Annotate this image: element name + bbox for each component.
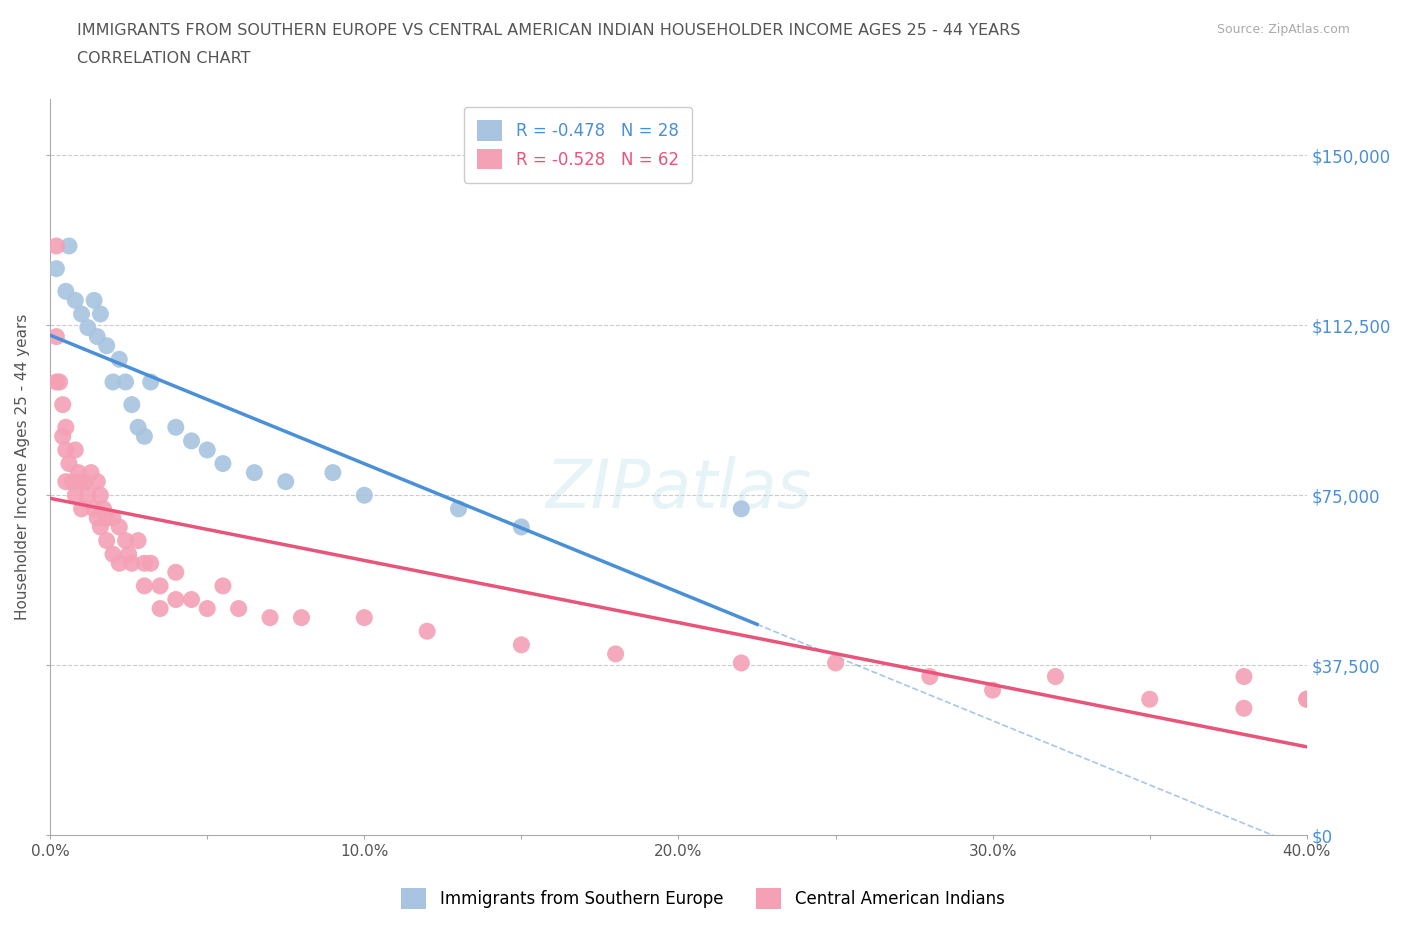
Point: [52, 429, 75, 444]
Point: [108, 520, 131, 535]
Text: ZIPatlas: ZIPatlas: [546, 456, 811, 522]
Point: [58, 456, 80, 471]
Point: [83, 501, 105, 516]
Text: CORRELATION CHART: CORRELATION CHART: [77, 51, 250, 66]
Point: [89, 488, 111, 503]
Point: [65, 443, 87, 458]
Point: [101, 547, 124, 562]
Point: [101, 375, 124, 390]
Point: [918, 669, 941, 684]
Point: [89, 307, 111, 322]
Point: [1295, 692, 1317, 707]
Point: [118, 547, 141, 562]
Point: [70, 501, 93, 516]
Point: [108, 352, 131, 366]
Point: [274, 474, 297, 489]
Text: Source: ZipAtlas.com: Source: ZipAtlas.com: [1216, 23, 1350, 36]
Point: [83, 293, 105, 308]
Text: IMMIGRANTS FROM SOUTHERN EUROPE VS CENTRAL AMERICAN INDIAN HOUSEHOLDER INCOME AG: IMMIGRANTS FROM SOUTHERN EUROPE VS CENTR…: [77, 23, 1021, 38]
Point: [114, 533, 136, 548]
Point: [58, 239, 80, 254]
Point: [70, 307, 93, 322]
Point: [353, 610, 375, 625]
Point: [259, 610, 281, 625]
Point: [165, 565, 187, 579]
Point: [180, 592, 202, 607]
Point: [45, 329, 67, 344]
Legend: R = -0.478   N = 28, R = -0.528   N = 62: R = -0.478 N = 28, R = -0.528 N = 62: [464, 107, 692, 182]
Point: [134, 578, 156, 593]
Point: [1233, 669, 1256, 684]
Point: [195, 443, 218, 458]
Point: [89, 520, 111, 535]
Point: [45, 261, 67, 276]
Point: [55, 443, 77, 458]
Point: [212, 578, 235, 593]
Point: [290, 610, 312, 625]
Point: [114, 375, 136, 390]
Point: [605, 646, 627, 661]
Point: [139, 556, 162, 571]
Point: [1045, 669, 1067, 684]
Point: [127, 533, 149, 548]
Point: [48, 375, 70, 390]
Point: [195, 601, 218, 616]
Point: [86, 511, 108, 525]
Point: [55, 284, 77, 299]
Point: [96, 339, 118, 353]
Point: [65, 488, 87, 503]
Point: [101, 511, 124, 525]
Point: [76, 488, 98, 503]
Point: [353, 488, 375, 503]
Point: [121, 556, 143, 571]
Point: [108, 556, 131, 571]
Point: [1139, 692, 1161, 707]
Point: [165, 592, 187, 607]
Point: [70, 474, 93, 489]
Point: [228, 601, 250, 616]
Point: [243, 465, 266, 480]
Point: [981, 683, 1004, 698]
Point: [45, 375, 67, 390]
Point: [55, 419, 77, 434]
Point: [93, 501, 115, 516]
Point: [447, 501, 470, 516]
Point: [76, 320, 98, 335]
Point: [96, 533, 118, 548]
Legend: Immigrants from Southern Europe, Central American Indians: Immigrants from Southern Europe, Central…: [394, 880, 1012, 917]
Point: [45, 239, 67, 254]
Point: [322, 465, 344, 480]
Point: [127, 419, 149, 434]
Point: [149, 578, 172, 593]
Y-axis label: Householder Income Ages 25 - 44 years: Householder Income Ages 25 - 44 years: [15, 313, 30, 620]
Point: [96, 511, 118, 525]
Point: [1295, 692, 1317, 707]
Point: [60, 474, 83, 489]
Point: [1233, 701, 1256, 716]
Point: [212, 456, 235, 471]
Point: [139, 375, 162, 390]
Point: [65, 293, 87, 308]
Point: [149, 601, 172, 616]
Point: [510, 520, 533, 535]
Point: [80, 465, 103, 480]
Point: [134, 556, 156, 571]
Point: [416, 624, 439, 639]
Point: [55, 474, 77, 489]
Point: [121, 397, 143, 412]
Point: [52, 397, 75, 412]
Point: [165, 419, 187, 434]
Point: [86, 474, 108, 489]
Point: [180, 433, 202, 448]
Point: [134, 429, 156, 444]
Point: [510, 637, 533, 652]
Point: [86, 329, 108, 344]
Point: [67, 465, 90, 480]
Point: [730, 501, 752, 516]
Point: [824, 656, 846, 671]
Point: [73, 474, 96, 489]
Point: [730, 656, 752, 671]
